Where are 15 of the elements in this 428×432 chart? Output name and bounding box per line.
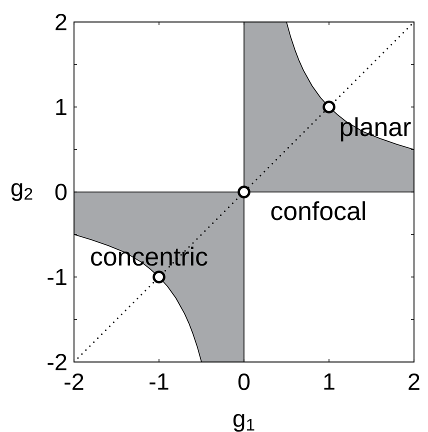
x-axis-title: g$_{1}$: [233, 414, 254, 432]
x-tick-label: 2: [408, 374, 420, 390]
y-tick-label: -1: [48, 268, 66, 286]
point: [322, 100, 336, 114]
x-tick-label: 1: [324, 374, 334, 390]
y-tick-label: 2: [56, 14, 66, 30]
y-axis-title: g$_{2}$: [11, 183, 32, 201]
annotation: confocal: [271, 201, 365, 220]
y-tick-label: -2: [48, 354, 66, 370]
point: [238, 186, 250, 198]
y-tick-label: 1: [56, 98, 66, 116]
x-tick-label: -1: [150, 374, 168, 390]
y-tick-label: 0: [55, 184, 67, 200]
x-tick-label: 0: [238, 374, 250, 390]
point: [152, 270, 166, 284]
